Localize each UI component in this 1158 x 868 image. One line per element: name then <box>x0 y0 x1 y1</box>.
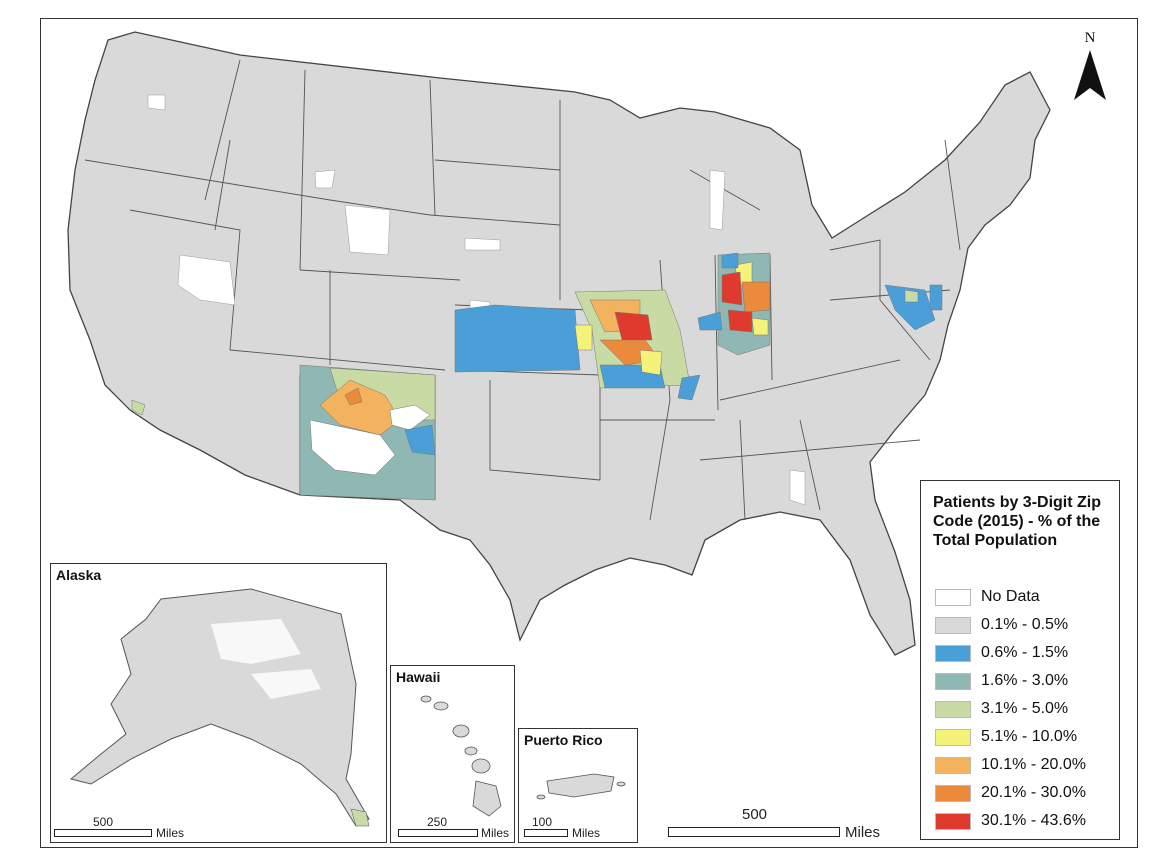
puerto-rico-scale-unit: Miles <box>572 826 601 840</box>
no-data-areas <box>147 94 806 506</box>
puerto-rico-scale-bar <box>524 829 568 837</box>
hawaii-inset: Hawaii <box>390 665 515 843</box>
legend-label: No Data <box>981 588 1040 605</box>
main-scale-unit: Miles <box>845 824 881 841</box>
puerto-rico-map <box>536 773 626 800</box>
alaska-scale-unit: Miles <box>156 826 185 840</box>
legend-item: 0.1% - 0.5% <box>935 614 1068 636</box>
legend-label: 20.1% - 30.0% <box>981 784 1086 801</box>
legend-label: 1.6% - 3.0% <box>981 672 1069 689</box>
legend-label: 30.1% - 43.6% <box>981 812 1086 829</box>
legend-swatch <box>935 784 971 802</box>
hawaii-title: Hawaii <box>396 669 441 685</box>
puerto-rico-title: Puerto Rico <box>524 732 603 748</box>
hawaii-scale-value: 250 <box>427 815 448 829</box>
hawaii-scale-bar <box>398 829 478 837</box>
legend-item: 0.6% - 1.5% <box>935 642 1068 664</box>
alaska-scale-value: 500 <box>93 815 114 829</box>
legend-label: 5.1% - 10.0% <box>981 728 1078 745</box>
alaska-title: Alaska <box>56 567 102 583</box>
puerto-rico-scale-value: 100 <box>532 815 553 829</box>
legend-label: 10.1% - 20.0% <box>981 756 1086 773</box>
legend-swatch <box>935 756 971 774</box>
main-scale-bar <box>668 827 840 837</box>
legend-item: 1.6% - 3.0% <box>935 670 1068 692</box>
hawaii-map <box>420 695 502 817</box>
alaska-map <box>69 588 370 827</box>
puerto-rico-inset: Puerto Rico <box>518 728 638 843</box>
legend-swatch <box>935 588 971 606</box>
legend-item: No Data <box>935 586 1040 608</box>
indiana-region <box>697 252 771 356</box>
legend-item: 5.1% - 10.0% <box>935 726 1077 748</box>
north-arrow-icon <box>1074 50 1106 100</box>
hawaii-scale-unit: Miles <box>481 826 510 840</box>
main-scale-value: 500 <box>742 806 768 823</box>
legend-item: 10.1% - 20.0% <box>935 754 1086 776</box>
legend-swatch <box>935 616 971 634</box>
southwest-region <box>131 364 436 501</box>
legend: Patients by 3-Digit Zip Code (2015) - % … <box>920 480 1120 840</box>
legend-swatch <box>935 728 971 746</box>
legend-item: 20.1% - 30.0% <box>935 782 1086 804</box>
legend-swatch <box>935 672 971 690</box>
alaska-scale-bar <box>54 829 152 837</box>
legend-label: 3.1% - 5.0% <box>981 700 1069 717</box>
north-label: N <box>1085 30 1096 46</box>
legend-swatch <box>935 644 971 662</box>
maryland-region <box>884 284 943 331</box>
legend-label: 0.6% - 1.5% <box>981 644 1069 661</box>
alaska-inset: Alaska <box>50 563 387 843</box>
legend-swatch <box>935 812 971 830</box>
legend-label: 0.1% - 0.5% <box>981 616 1069 633</box>
legend-item: 3.1% - 5.0% <box>935 698 1068 720</box>
legend-swatch <box>935 700 971 718</box>
central-region <box>454 289 701 401</box>
legend-item: 30.1% - 43.6% <box>935 810 1086 832</box>
legend-title: Patients by 3-Digit Zip Code (2015) - % … <box>933 494 1102 549</box>
